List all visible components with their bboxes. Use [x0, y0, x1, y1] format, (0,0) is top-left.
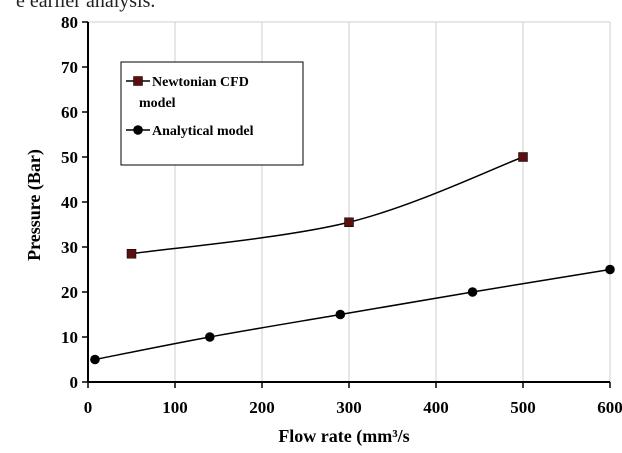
series-1-point-3 — [467, 287, 478, 297]
series-line-1 — [94, 268, 611, 361]
x-tick-label-300: 300 — [336, 398, 362, 417]
x-tick-label-500: 500 — [510, 398, 536, 417]
series-1-point-4 — [605, 264, 615, 275]
legend-marker-analytical — [133, 125, 143, 135]
y-tick-label-10: 10 — [61, 328, 78, 347]
legend-marker-newtonian — [133, 76, 143, 86]
y-tick-label-30: 30 — [61, 238, 78, 257]
legend-box — [120, 61, 304, 166]
series-0-point-1 — [344, 217, 354, 227]
x-tick-label-100: 100 — [162, 398, 188, 417]
x-tick-label-400: 400 — [423, 398, 449, 417]
series-0-point-0 — [126, 249, 137, 259]
x-tick-label-0: 0 — [84, 398, 93, 417]
x-tick-label-600: 600 — [597, 398, 622, 417]
y-tick-label-0: 0 — [70, 373, 79, 392]
y-axis-title: Pressure (Bar) — [24, 149, 45, 261]
legend-label-analytical: Analytical model — [152, 124, 254, 139]
y-tick-label-20: 20 — [61, 283, 78, 302]
series-0-point-2 — [518, 152, 528, 162]
series-1-point-2 — [335, 309, 346, 320]
series-line-0 — [131, 156, 524, 255]
cropped-caption-text: e earlier analysis. — [16, 0, 156, 12]
legend-label-newtonian: Newtonian CFD model — [139, 75, 249, 111]
series-1-point-0 — [90, 354, 100, 365]
x-tick-label-200: 200 — [249, 398, 275, 417]
y-tick-label-40: 40 — [61, 193, 78, 212]
y-tick-label-50: 50 — [61, 148, 78, 167]
y-tick-label-60: 60 — [61, 103, 78, 122]
y-tick-label-70: 70 — [61, 58, 78, 77]
series-1-point-1 — [205, 332, 215, 342]
x-axis-title: Flow rate (mm³/s — [278, 426, 409, 447]
y-tick-label-80: 80 — [61, 13, 78, 32]
